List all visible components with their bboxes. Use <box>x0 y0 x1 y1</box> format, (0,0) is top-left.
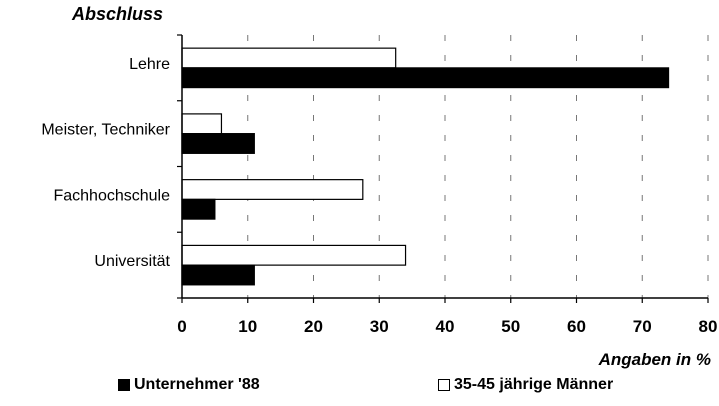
x-tick-label: 50 <box>501 317 520 336</box>
bar <box>181 264 255 286</box>
bar <box>181 47 397 69</box>
x-tick-label: 40 <box>436 317 455 336</box>
bar <box>181 133 255 154</box>
category-label: Fachhochschule <box>53 187 170 204</box>
chart-title: Abschluss <box>72 4 164 24</box>
x-tick-label: 0 <box>177 317 186 336</box>
legend-label-unternehmer: Unternehmer '88 <box>134 376 260 393</box>
bar <box>181 67 670 89</box>
x-tick-label: 30 <box>370 317 389 336</box>
legend-item-unternehmer: Unternehmer '88 <box>118 376 260 394</box>
legend-swatch-white <box>438 379 450 391</box>
category-label: Meister, Techniker <box>41 122 170 139</box>
x-tick-label: 10 <box>238 317 257 336</box>
category-label: Universität <box>94 253 170 270</box>
category-label: Lehre <box>129 56 170 73</box>
x-tick-label: 20 <box>304 317 323 336</box>
x-tick-label: 70 <box>633 317 652 336</box>
bar <box>181 179 364 200</box>
x-axis-label: Angaben in % <box>598 350 711 369</box>
legend-item-maenner: 35-45 jährige Männer <box>438 376 613 394</box>
legend-label-maenner: 35-45 jährige Männer <box>454 376 614 393</box>
legend-swatch-black <box>118 379 130 391</box>
x-tick-label: 80 <box>699 317 718 336</box>
bar <box>181 198 216 220</box>
bar <box>181 244 407 266</box>
bar <box>181 113 223 135</box>
x-tick-label: 60 <box>567 317 586 336</box>
